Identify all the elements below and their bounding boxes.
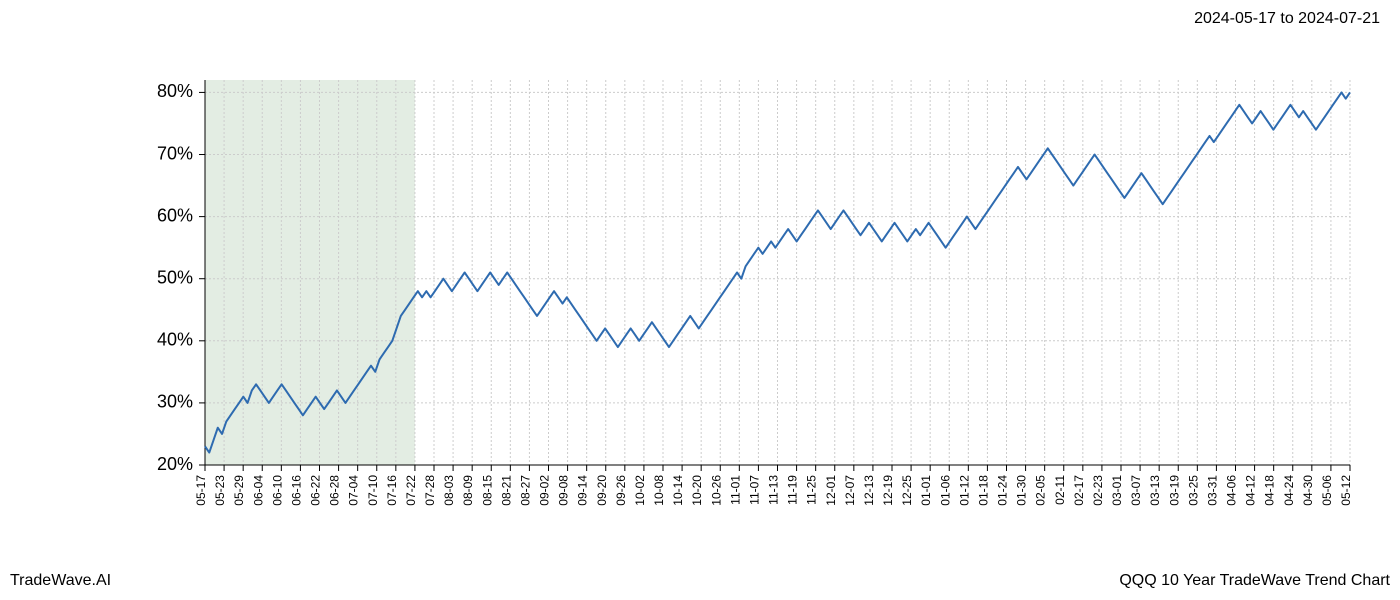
x-axis-label: 04-12 [1244,475,1258,506]
x-axis-label: 06-10 [270,475,284,506]
x-axis-label: 06-22 [309,475,323,506]
x-axis-label: 07-10 [366,475,380,506]
x-axis-label: 10-08 [652,475,666,506]
x-axis-label: 07-04 [347,475,361,506]
chart-container: 20% 30% 40% 50% 60% 70% 80% 05-17 05-23 05-29 06-0… [30,50,1380,540]
x-axis-label: 02-11 [1053,475,1067,505]
chart-title: QQQ 10 Year TradeWave Trend Chart [1119,572,1390,590]
x-axis-label: 04-30 [1301,475,1315,506]
x-axis-label: 05-29 [232,475,246,506]
x-axis-label: 12-07 [843,475,857,506]
x-axis-label: 04-06 [1225,475,1239,506]
x-axis-label: 06-16 [289,475,303,506]
y-axis-label: 50% [157,267,193,287]
x-axis-label: 09-08 [557,475,571,506]
x-axis-label: 12-01 [824,475,838,506]
x-axis-label: 10-20 [690,475,704,506]
x-axis-label: 07-28 [423,475,437,506]
x-axis-label: 03-13 [1148,475,1162,506]
x-axis-label: 09-20 [595,475,609,506]
x-axis-label: 10-02 [633,475,647,506]
y-axis-label: 60% [157,205,193,225]
x-axis-label: 01-06 [938,475,952,506]
x-axis-label: 03-31 [1205,475,1219,506]
x-axis-label: 08-09 [461,475,475,506]
x-axis-label: 04-24 [1282,475,1296,506]
x-axis-label: 07-16 [385,475,399,506]
x-axis-label: 12-19 [881,475,895,506]
x-axis-label: 01-01 [919,475,933,506]
x-axis-label: 11-19 [786,475,800,505]
x-axis-label: 04-18 [1263,475,1277,506]
x-axis-label: 09-26 [614,475,628,506]
x-axis-label: 12-25 [900,475,914,506]
x-axis-label: 03-01 [1110,475,1124,506]
x-axis-label: 05-06 [1320,475,1334,506]
x-axis-label: 01-24 [996,475,1010,506]
trend-chart: 20% 30% 40% 50% 60% 70% 80% 05-17 05-23 05-29 06-0… [30,50,1380,540]
x-axis-label: 07-22 [404,475,418,506]
x-axis-label: 11-01 [728,475,742,505]
x-axis-label: 02-17 [1072,475,1086,506]
x-axis-label: 11-13 [767,475,781,505]
x-axis-label: 05-17 [194,475,208,506]
date-range-label: 2024-05-17 to 2024-07-21 [1194,10,1380,28]
x-axis-label: 10-26 [709,475,723,506]
x-axis-label: 05-23 [213,475,227,506]
y-axis-label: 80% [157,81,193,101]
x-axis-label: 01-12 [957,475,971,506]
x-axis-label: 01-30 [1015,475,1029,506]
x-axis-label: 11-07 [747,475,761,505]
footer-brand: TradeWave.AI [10,572,111,590]
x-axis-label: 06-28 [328,475,342,506]
x-axis-label: 03-19 [1167,475,1181,506]
x-axis-label: 06-04 [251,475,265,506]
x-axis-label: 03-25 [1186,475,1200,506]
x-axis-label: 02-23 [1091,475,1105,506]
x-axis-label: 10-14 [671,475,685,506]
x-axis-label: 02-05 [1034,475,1048,506]
x-axis-label: 03-07 [1129,475,1143,506]
y-axis-label: 70% [157,143,193,163]
x-axis-label: 09-14 [576,475,590,506]
x-axis-label: 12-13 [862,475,876,506]
x-axis-label: 05-12 [1339,475,1353,506]
y-axis-label: 20% [157,454,193,474]
x-axis-label: 09-02 [538,475,552,506]
x-axis-label: 08-27 [518,475,532,506]
x-axis-label: 08-15 [480,475,494,506]
x-axis-label: 01-18 [976,475,990,506]
x-axis-label: 08-03 [442,475,456,506]
y-axis-label: 30% [157,392,193,412]
x-axis-label: 11-25 [805,475,819,505]
y-axis-label: 40% [157,330,193,350]
x-axis-label: 08-21 [499,475,513,506]
